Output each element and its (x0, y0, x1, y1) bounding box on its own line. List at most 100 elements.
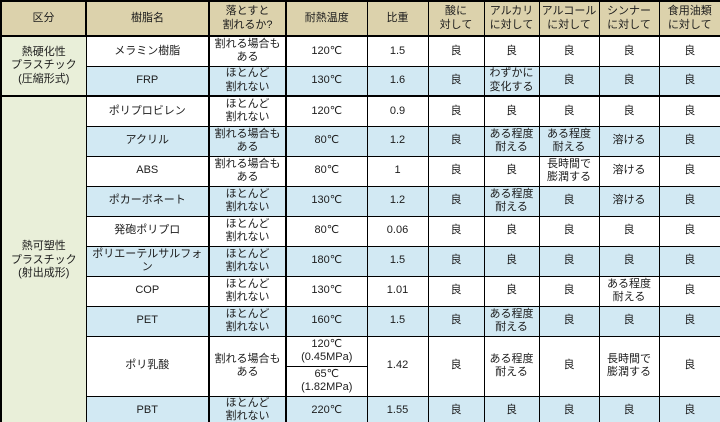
alcohol-cell: 良 (538, 245, 600, 277)
thinner-cell: 良 (598, 305, 660, 337)
oil-cell: 良 (658, 335, 720, 397)
acid-cell: 良 (427, 65, 485, 97)
alcohol-cell: ある程度 耐える (538, 125, 600, 157)
header-cell-resin-name: 樹脂名 (85, 0, 210, 37)
heat-cell: 160℃ (285, 305, 368, 337)
acid-cell: 良 (427, 185, 485, 217)
heat-sub-cell: 120℃ (0.45MPa) (287, 337, 366, 367)
acid-cell: 良 (427, 245, 485, 277)
alcohol-cell: 良 (538, 275, 600, 307)
oil-cell: 良 (658, 275, 720, 307)
gravity-cell: 1.2 (366, 185, 429, 217)
alcohol-cell: 良 (538, 215, 600, 247)
table-row: COP ほとんど 割れない 130℃ 1.01 良良良ある程度 耐える良 (1, 275, 720, 307)
alkali-cell: 良 (483, 275, 540, 307)
alkali-cell: わずかに 変化する (483, 65, 540, 97)
gravity-cell: 0.06 (366, 215, 429, 247)
heat-cell: 120℃ (285, 95, 368, 127)
acid-cell: 良 (427, 95, 485, 127)
heat-cell: 120℃ (0.45MPa) 65℃ (1.82MPa) (285, 335, 368, 397)
header-cell-thinner: シンナー に対して (598, 0, 660, 37)
gravity-cell: 1.2 (366, 125, 429, 157)
alkali-cell: ある程度 耐える (483, 185, 540, 217)
resin-name-cell: アクリル (85, 125, 210, 157)
oil-cell: 良 (658, 305, 720, 337)
alkali-cell: ある程度 耐える (483, 335, 540, 397)
alkali-cell: 良 (483, 95, 540, 127)
table-row: PET ほとんど 割れない 160℃ 1.5 良ある程度 耐える良良良 (1, 305, 720, 337)
table-row: ポリエーテルサルフォン ほとんど 割れない 180℃ 1.5 良良良良良 (1, 245, 720, 277)
gravity-cell: 1.5 (366, 245, 429, 277)
heat-cell: 80℃ (285, 155, 368, 187)
heat-cell: 220℃ (285, 395, 368, 422)
header-cell-drop-break: 落とすと 割れるか? (208, 0, 287, 37)
resin-name-cell: COP (85, 275, 210, 307)
header-cell-edible-oil: 食用油類 に対して (658, 0, 720, 37)
header-cell-acid: 酸に 対して (427, 0, 485, 37)
alcohol-cell: 良 (538, 185, 600, 217)
table-row: ポリ乳酸 割れる場合も ある 120℃ (0.45MPa) 65℃ (1.82MPa)… (1, 335, 720, 397)
gravity-cell: 1 (366, 155, 429, 187)
alkali-cell: ある程度 耐える (483, 125, 540, 157)
table-row: 熱可塑性 プラスチック (射出成形) ポリプロビレン ほとんど 割れない 120℃ 0.… (0, 95, 720, 422)
category-cell: 熱可塑性 プラスチック (射出成形) (0, 95, 87, 422)
oil-cell: 良 (658, 395, 720, 422)
drop-break-cell: ほとんど 割れない (208, 245, 287, 277)
alkali-cell: 良 (483, 155, 540, 187)
acid-cell: 良 (427, 335, 485, 397)
table-row: ポカーボネート ほとんど 割れない 130℃ 1.2 良ある程度 耐える良溶ける良 (1, 185, 720, 217)
thinner-cell: 良 (598, 245, 660, 277)
oil-cell: 良 (658, 215, 720, 247)
resin-name-cell: ABS (85, 155, 210, 187)
gravity-cell: 1.55 (366, 395, 429, 422)
alcohol-cell: 良 (538, 395, 600, 422)
resin-name-cell: 発砲ポリプロ (85, 215, 210, 247)
gravity-cell: 1.6 (366, 65, 429, 97)
oil-cell: 良 (658, 245, 720, 277)
resin-name-cell: PET (85, 305, 210, 337)
acid-cell: 良 (427, 275, 485, 307)
heat-cell: 130℃ (285, 185, 368, 217)
header-cell-heat-resistance: 耐熱温度 (285, 0, 368, 37)
oil-cell: 良 (658, 95, 720, 127)
thinner-cell: 良 (598, 65, 660, 97)
header-cell-category: 区分 (0, 0, 87, 37)
heat-sub-cell: 65℃ (1.82MPa) (301, 367, 353, 393)
thinner-cell: 良 (598, 35, 660, 67)
resin-name-cell: ポカーボネート (85, 185, 210, 217)
table-row: 熱硬化性 プラスチック (圧縮形式) メラミン樹脂 割れる場合も ある 120℃ 1.5… (0, 35, 720, 97)
gravity-cell: 1.5 (366, 305, 429, 337)
drop-break-cell: ほとんど 割れない (208, 395, 287, 422)
acid-cell: 良 (427, 125, 485, 157)
thinner-cell: 溶ける (598, 125, 660, 157)
drop-break-cell: ほとんど 割れない (208, 185, 287, 217)
thinner-cell: ある程度 耐える (598, 275, 660, 307)
alcohol-cell: 良 (538, 335, 600, 397)
alkali-cell: 良 (483, 245, 540, 277)
heat-cell: 130℃ (285, 65, 368, 97)
header-row: 区分 樹脂名 落とすと 割れるか? 耐熱温度 比重 酸に 対して アルカリ に対… (0, 0, 720, 37)
heat-cell: 120℃ (285, 35, 368, 67)
thinner-cell: 溶ける (598, 155, 660, 187)
alkali-cell: 良 (483, 215, 540, 247)
table-body: 熱硬化性 プラスチック (圧縮形式) メラミン樹脂 割れる場合も ある 120℃ 1.5… (0, 35, 720, 422)
acid-cell: 良 (427, 35, 485, 67)
oil-cell: 良 (658, 125, 720, 157)
alkali-cell: ある程度 耐える (483, 305, 540, 337)
table-row: アクリル 割れる場合も ある 80℃ 1.2 良ある程度 耐える ある程度 耐える 溶ける良 (1, 125, 720, 157)
acid-cell: 良 (427, 215, 485, 247)
header-cell-alcohol: アルコール に対して (538, 0, 600, 37)
acid-cell: 良 (427, 155, 485, 187)
thinner-cell: 長時間で 膨潤する (598, 335, 660, 397)
oil-cell: 良 (658, 35, 720, 67)
drop-break-cell: ほとんど 割れない (208, 305, 287, 337)
drop-break-cell: 割れる場合も ある (208, 125, 287, 157)
alkali-cell: 良 (483, 395, 540, 422)
acid-cell: 良 (427, 305, 485, 337)
resin-name-cell: ポリ乳酸 (85, 335, 210, 397)
resin-name-cell: FRP (85, 65, 210, 97)
heat-cell: 80℃ (285, 215, 368, 247)
gravity-cell: 0.9 (366, 95, 429, 127)
drop-break-cell: 割れる場合も ある (208, 155, 287, 187)
drop-break-cell: ほとんど 割れない (208, 95, 287, 127)
